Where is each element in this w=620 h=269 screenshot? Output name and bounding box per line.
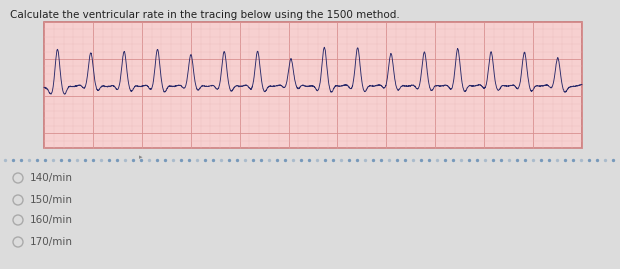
Text: ▸: ▸ xyxy=(139,154,143,160)
Bar xyxy=(44,22,582,148)
Text: Calculate the ventricular rate in the tracing below using the 1500 method.: Calculate the ventricular rate in the tr… xyxy=(10,10,400,20)
Text: 150/min: 150/min xyxy=(30,195,73,205)
Text: 170/min: 170/min xyxy=(30,237,73,247)
Text: 140/min: 140/min xyxy=(30,173,73,183)
Text: 160/min: 160/min xyxy=(30,215,73,225)
